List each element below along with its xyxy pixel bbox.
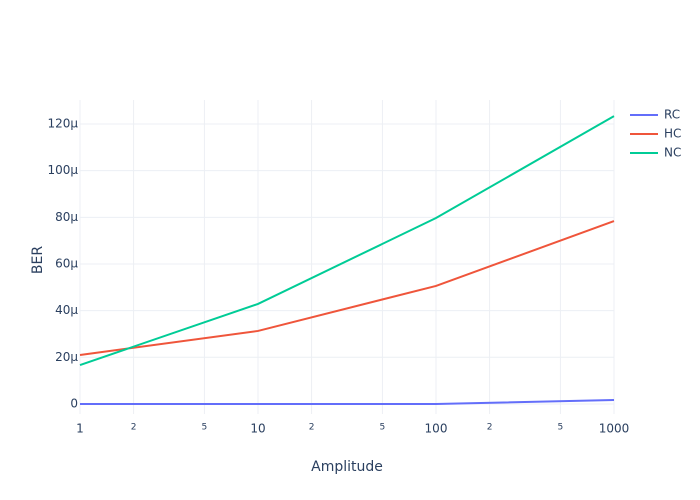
y-axis-title: BER [30,246,46,274]
legend-label: NC [664,146,681,160]
y-tick-label: 60µ [55,256,78,270]
y-tick-label: 20µ [55,350,78,364]
x-tick-label: 2 [309,423,315,433]
x-tick-label: 1000 [599,422,630,436]
legend-label: RC [664,108,680,122]
x-tick-label: 5 [380,423,386,433]
y-tick-label: 40µ [55,303,78,317]
x-tick-label: 100 [425,422,448,436]
x-axis-title: Amplitude [311,459,383,475]
y-tick-label: 80µ [55,210,78,224]
x-tick-label: 2 [487,423,493,433]
y-tick-label: 120µ [47,117,78,131]
series-line [80,399,615,405]
y-tick-label: 0 [70,396,78,410]
x-tick-label: 5 [202,423,208,433]
x-tick-label: 1 [76,422,84,436]
x-tick-label: 2 [131,423,137,433]
x-tick-label: 10 [250,422,265,436]
series-line [79,220,615,356]
series-line [79,115,615,366]
x-tick-label: 5 [558,423,564,433]
legend-label: HC [664,127,681,141]
y-tick-label: 100µ [47,163,78,177]
